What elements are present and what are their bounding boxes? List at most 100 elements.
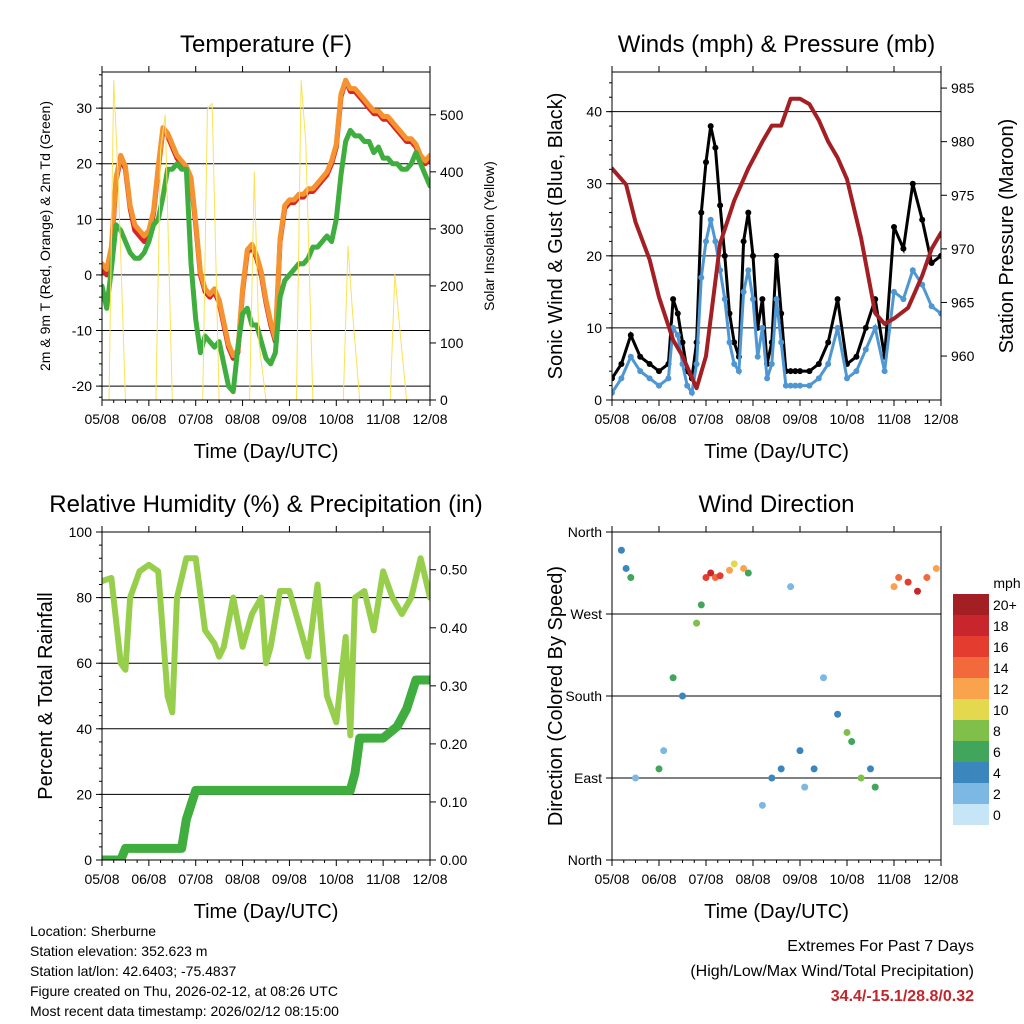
data-point (740, 564, 748, 572)
x-tick-label: 05/08 (594, 871, 629, 887)
data-point (754, 353, 761, 360)
data-point (904, 578, 912, 586)
legend-label: 2 (993, 786, 1001, 802)
data-point (617, 546, 625, 554)
series-line (612, 219, 941, 397)
y-tick-label: 30 (586, 176, 602, 192)
plot-frame (611, 71, 942, 401)
x-tick-label: 10/08 (319, 871, 354, 887)
plot-frame (101, 531, 431, 861)
data-point (744, 569, 752, 577)
data-point (815, 375, 822, 382)
data-point (768, 774, 776, 782)
data-point (782, 382, 789, 389)
y-tick-label: 20 (76, 786, 92, 802)
data-point (627, 574, 635, 582)
x-tick-label: 09/08 (782, 871, 817, 887)
data-point (909, 267, 916, 274)
plot-frame (611, 531, 942, 861)
data-point (801, 783, 809, 791)
data-point (707, 569, 715, 577)
data-point (684, 382, 691, 389)
y2-tick-label: 0.20 (440, 736, 467, 752)
y2-tick-label: 0 (440, 392, 448, 408)
data-point (834, 296, 841, 303)
plot-frame (101, 71, 431, 401)
legend-label: 6 (993, 744, 1001, 760)
y2-tick-label: 100 (440, 335, 464, 351)
y-tick-label: North (568, 852, 602, 868)
legend-swatch (953, 741, 989, 762)
data-point (797, 382, 803, 389)
y2-tick-label: 500 (440, 107, 464, 123)
station-elevation: Station elevation: 352.623 m (30, 943, 208, 959)
series-layer (617, 546, 940, 809)
x-tick-label: 11/08 (877, 871, 911, 887)
x-tick-label: 08/08 (225, 871, 260, 887)
y2-tick-label: 0.10 (440, 794, 467, 810)
y-tick-label: 20 (76, 156, 92, 172)
data-point (721, 252, 728, 259)
data-point (655, 765, 663, 773)
x-tick-label: 08/08 (225, 411, 260, 427)
data-point (698, 274, 705, 281)
x-tick-label: 08/08 (735, 871, 770, 887)
data-point (773, 252, 780, 259)
legend-title: mph (993, 575, 1020, 591)
data-point (797, 368, 803, 375)
y2-axis-label: Solar Insolation (Yellow) (481, 161, 497, 311)
data-point (787, 382, 794, 389)
series-line (102, 555, 430, 739)
data-point (670, 296, 677, 303)
x-tick-label: 10/08 (829, 871, 864, 887)
data-point (726, 566, 733, 574)
figure-created: Figure created on Thu, 2026-02-12, at 08… (30, 983, 338, 999)
legend-swatch (953, 804, 989, 825)
data-point (764, 375, 771, 382)
x-tick-label: 06/08 (641, 411, 676, 427)
y2-tick-label: 965 (951, 294, 975, 310)
data-point (656, 368, 662, 375)
data-point (862, 346, 869, 353)
data-point (872, 324, 879, 331)
x-tick-label: 08/08 (735, 411, 770, 427)
data-point (646, 375, 653, 382)
x-tick-label: 05/08 (84, 871, 119, 887)
x-tick-label: 12/08 (923, 871, 958, 887)
data-point (862, 324, 869, 331)
y2-tick-label: 300 (440, 221, 464, 237)
data-point (759, 324, 766, 331)
data-point (674, 332, 681, 339)
x-tick-label: 07/08 (688, 871, 723, 887)
extremes-subtitle: (High/Low/Max Wind/Total Precipitation) (690, 963, 974, 980)
data-point (637, 368, 644, 375)
chart-title: Temperature (F) (180, 31, 352, 58)
data-point (768, 360, 775, 367)
chart-panel-1: Temperature (F) Time (Day/UTC) -20 -10 0 10 20… (37, 31, 497, 463)
legend-label: 18 (993, 618, 1009, 634)
data-point (716, 572, 724, 580)
y2-tick-label: 985 (951, 80, 975, 96)
y-tick-label: 100 (69, 524, 93, 540)
data-point (909, 180, 916, 187)
x-tick-label: 06/08 (641, 871, 676, 887)
data-point (721, 296, 728, 303)
data-point (702, 574, 710, 582)
data-point (815, 360, 822, 367)
data-point (843, 728, 851, 736)
data-point (919, 216, 926, 223)
data-point (656, 382, 662, 389)
data-point (693, 619, 701, 627)
data-point (688, 389, 695, 396)
data-point (622, 564, 630, 572)
data-point (881, 368, 888, 375)
x-tick-label: 09/08 (272, 871, 307, 887)
data-point (618, 360, 625, 367)
y-tick-label: 0 (84, 852, 92, 868)
data-point (900, 296, 907, 303)
data-point (669, 674, 677, 682)
y-tick-label: 80 (76, 590, 92, 606)
legend-swatch (953, 657, 989, 678)
data-point (834, 710, 842, 718)
